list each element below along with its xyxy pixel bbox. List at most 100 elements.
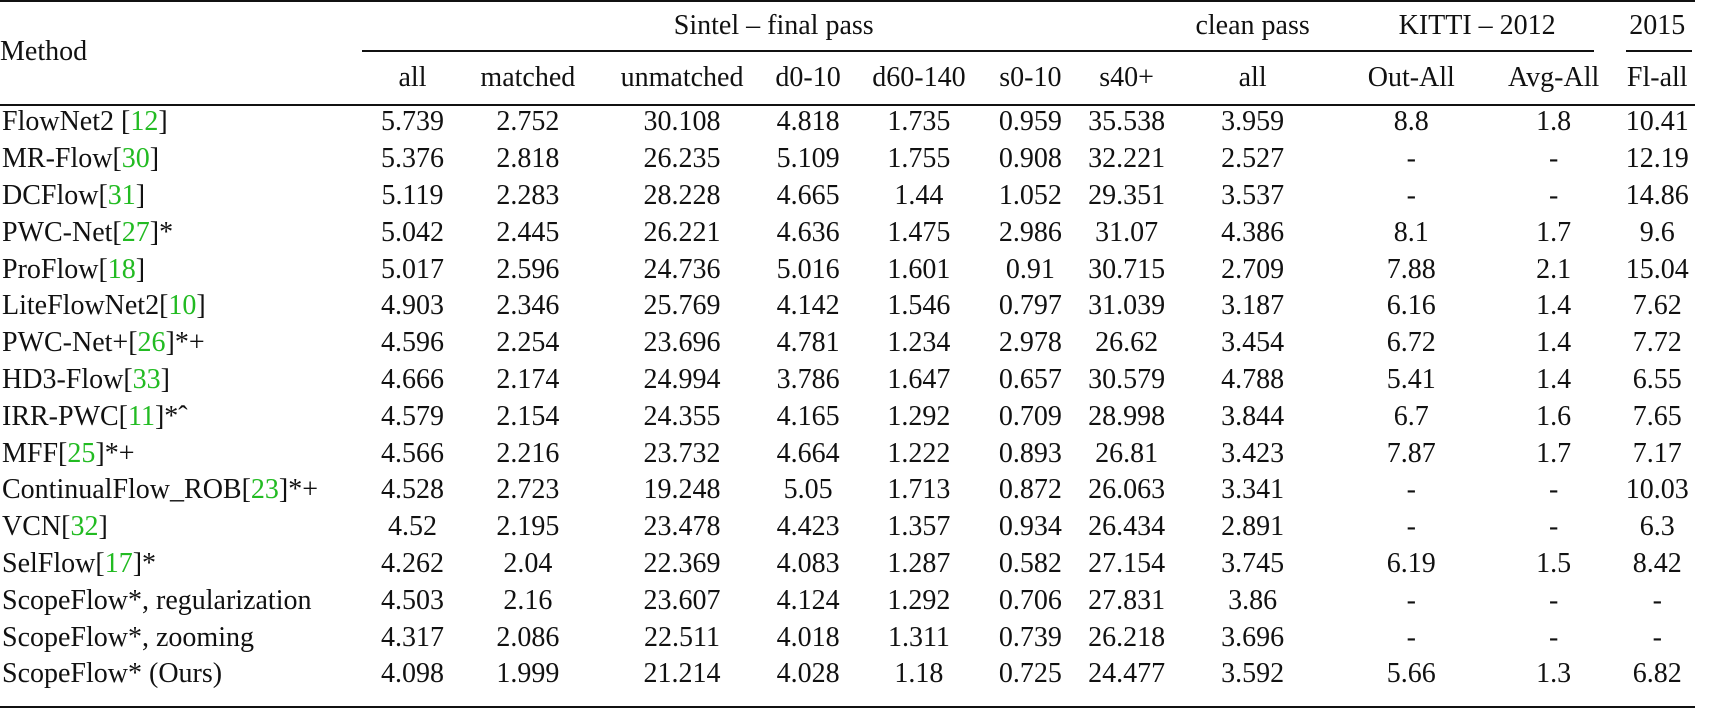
value-cell: 4.903 (380, 290, 444, 322)
header-row-columns: all matched unmatched d0-10 d60-140 s0-1… (0, 52, 1695, 104)
citation-link[interactable]: 17 (104, 547, 133, 579)
clean-pass-header: clean pass (1195, 10, 1310, 41)
value-cell: 2.254 (496, 327, 560, 359)
citation-link[interactable]: 23 (250, 474, 279, 506)
value-cell: 2.445 (496, 216, 560, 248)
method-name: ProFlow[ (2, 253, 108, 285)
value-cell: 26.81 (1095, 437, 1159, 469)
table-row: ContinualFlow_ROB[23]*+ 4.528 2.723 19.248 5… (0, 472, 1695, 509)
citation-link[interactable]: 31 (107, 179, 136, 211)
bottom-rule (0, 706, 1695, 708)
value-cell: 4.664 (776, 437, 840, 469)
value-cell: 28.998 (1088, 400, 1166, 432)
table-row: ScopeFlow*, zooming 4.317 2.086 22.511 4.018… (0, 619, 1695, 656)
value-cell: 5.109 (776, 143, 840, 175)
method-name: PWC-Net[ (2, 216, 122, 248)
method-cell: ContinualFlow_ROB[23]*+ (0, 472, 377, 509)
value-cell: 3.454 (1221, 327, 1285, 359)
value-cell: 7.65 (1632, 400, 1682, 432)
value-cell: 8.42 (1632, 547, 1682, 579)
value-cell: 3.537 (1221, 179, 1285, 211)
value-cell: 10.03 (1625, 474, 1689, 506)
value-cell: 5.41 (1386, 363, 1436, 395)
table-row: SelFlow[17]* 4.262 2.04 22.369 4.083 1.287 0.5… (0, 546, 1695, 583)
citation-link[interactable]: 25 (67, 437, 96, 469)
value-cell: 23.607 (643, 584, 721, 616)
value-cell: 30.108 (643, 106, 721, 138)
value-cell: - (1406, 584, 1416, 616)
mid-rule (0, 104, 1695, 106)
method-cell: ScopeFlow*, regularization (0, 582, 377, 619)
value-cell: 5.016 (776, 253, 840, 285)
value-cell: 2.154 (496, 400, 560, 432)
value-cell: 3.86 (1228, 584, 1278, 616)
table-row: IRR-PWC[11]*ˆ 4.579 2.154 24.355 4.165 1.292 0… (0, 398, 1695, 435)
sintel-final-header: Sintel – final pass (673, 10, 874, 41)
value-cell: 3.959 (1221, 106, 1285, 138)
citation-link[interactable]: 10 (168, 290, 197, 322)
value-cell: - (1406, 143, 1416, 175)
value-cell: 4.566 (380, 437, 444, 469)
method-name: SelFlow[ (2, 547, 105, 579)
value-cell: 0.797 (998, 290, 1062, 322)
method-cell: VCN[32] (0, 509, 377, 546)
col-header: Avg-All (1508, 62, 1600, 93)
col-header: d60-140 (872, 62, 966, 93)
citation-link[interactable]: 18 (107, 253, 136, 285)
value-cell: 14.86 (1625, 179, 1689, 211)
citation-link[interactable]: 30 (121, 143, 150, 175)
value-cell: 26.434 (1088, 511, 1166, 543)
value-cell: 4.503 (380, 584, 444, 616)
table-row: MFF[25]*+ 4.566 2.216 23.732 4.664 1.222 0.893… (0, 435, 1695, 472)
kitti-2015-header: 2015 (1629, 10, 1686, 41)
value-cell: 8.1 (1393, 216, 1429, 248)
method-name: IRR-PWC[ (2, 400, 128, 432)
value-cell: 19.248 (643, 474, 721, 506)
value-cell: 4.317 (380, 621, 444, 653)
value-cell: 1.311 (887, 621, 950, 653)
col-header: Out-All (1367, 62, 1455, 93)
value-cell: 4.386 (1221, 216, 1285, 248)
value-cell: 6.19 (1386, 547, 1436, 579)
value-cell: 4.666 (380, 363, 444, 395)
value-cell: 26.235 (643, 143, 721, 175)
value-cell: - (1549, 511, 1559, 543)
value-cell: 24.994 (643, 363, 721, 395)
value-cell: 3.592 (1221, 658, 1285, 690)
value-cell: 4.083 (776, 547, 840, 579)
results-table: Method Sintel – final pass clean pass KI… (0, 10, 1695, 690)
value-cell: 23.732 (643, 437, 721, 469)
value-cell: 29.351 (1088, 179, 1166, 211)
value-cell: 3.696 (1221, 621, 1285, 653)
table-row: ProFlow[18] 5.017 2.596 24.736 5.016 1.601 0.9… (0, 251, 1695, 288)
value-cell: 4.018 (776, 621, 840, 653)
citation-link[interactable]: 27 (121, 216, 150, 248)
value-cell: 7.88 (1386, 253, 1436, 285)
top-rule (0, 0, 1695, 2)
value-cell: 5.739 (380, 106, 444, 138)
value-cell: 22.369 (643, 547, 721, 579)
value-cell: 30.579 (1088, 363, 1166, 395)
method-suffix: ]* (149, 216, 174, 248)
method-cell: FlowNet2 [12] (0, 104, 377, 141)
value-cell: 1.6 (1536, 400, 1572, 432)
citation-link[interactable]: 11 (128, 400, 155, 432)
value-cell: 28.228 (643, 179, 721, 211)
table-row: FlowNet2 [12] 5.739 2.752 30.108 4.818 1.735 0… (0, 104, 1695, 141)
value-cell: 2.709 (1221, 253, 1285, 285)
value-cell: 4.596 (380, 327, 444, 359)
value-cell: 6.7 (1393, 400, 1429, 432)
value-cell: 1.755 (887, 143, 951, 175)
citation-link[interactable]: 33 (132, 363, 161, 395)
value-cell: 2.195 (496, 511, 560, 543)
citation-link[interactable]: 12 (130, 106, 159, 138)
value-cell: 1.735 (887, 106, 951, 138)
value-cell: 27.154 (1088, 547, 1166, 579)
value-cell: 1.5 (1536, 547, 1572, 579)
value-cell: 1.546 (887, 290, 951, 322)
value-cell: 2.527 (1221, 143, 1285, 175)
citation-link[interactable]: 26 (137, 327, 166, 359)
value-cell: - (1652, 621, 1662, 653)
value-cell: 26.218 (1088, 621, 1166, 653)
citation-link[interactable]: 32 (70, 511, 99, 543)
